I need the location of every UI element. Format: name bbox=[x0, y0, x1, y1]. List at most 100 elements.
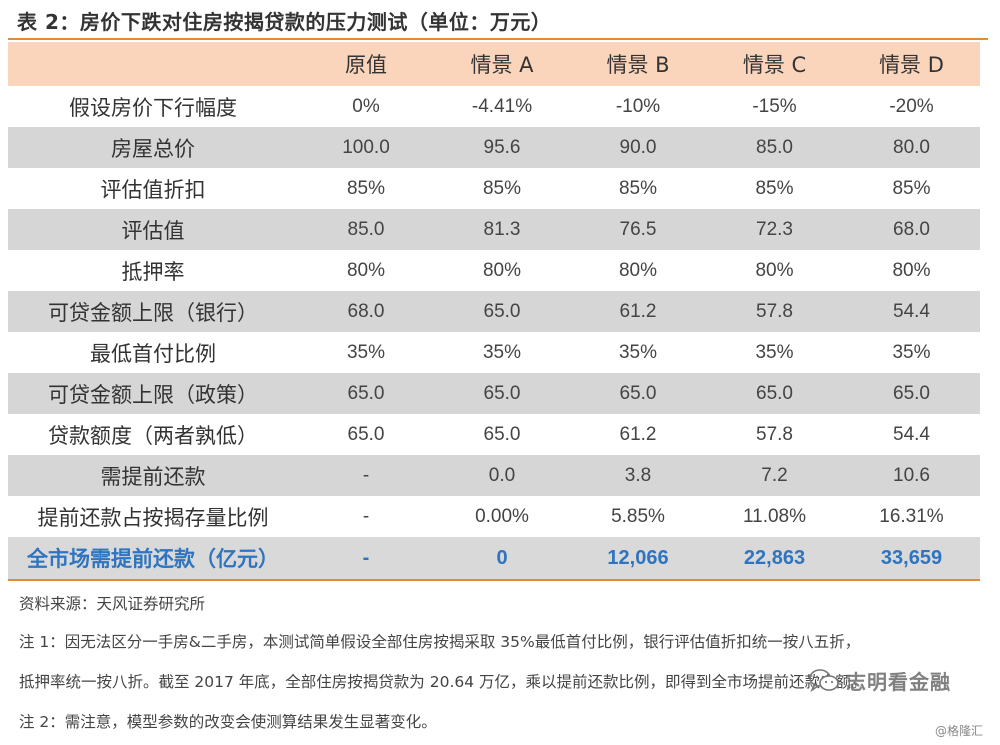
cell-value: 0.00% bbox=[475, 505, 529, 527]
cell-value: 85% bbox=[755, 177, 794, 199]
cell-value: -10% bbox=[615, 95, 661, 117]
row-label: 可贷金额上限（银行） bbox=[8, 291, 298, 332]
title-divider bbox=[8, 38, 988, 40]
cell-value: 80% bbox=[755, 259, 794, 281]
cell-value: 61.2 bbox=[619, 423, 657, 445]
table-row: 可贷金额上限（政策） 65.0 65.0 65.0 65.0 65.0 bbox=[8, 373, 980, 414]
row-label: 抵押率 bbox=[121, 259, 185, 284]
total-cell-value: - bbox=[298, 537, 434, 581]
header-cell-blank bbox=[8, 42, 298, 86]
row-label: 可贷金额上限（政策） bbox=[8, 373, 298, 414]
cell-value: 85% bbox=[892, 177, 931, 199]
cell-value: 3.8 bbox=[570, 455, 706, 496]
table-row: 评估值 85.0 81.3 76.5 72.3 68.0 bbox=[8, 209, 980, 250]
cell-value: 35% bbox=[892, 341, 931, 363]
cell-value: 100.0 bbox=[298, 127, 434, 168]
table-row: 抵押率 80% 80% 80% 80% 80% bbox=[8, 250, 980, 291]
cell-value: 11.08% bbox=[742, 505, 807, 527]
cell-value: 65.0 bbox=[347, 423, 385, 445]
cell-value: 65.0 bbox=[570, 373, 706, 414]
stress-test-table: 原值 情景 A 情景 B 情景 C 情景 D 假设房价下行幅度 0% -4.41… bbox=[8, 42, 980, 581]
cell-value: 81.3 bbox=[434, 209, 570, 250]
cell-value: 0% bbox=[352, 95, 380, 117]
cell-value: 85% bbox=[346, 177, 386, 199]
cell-value: 35% bbox=[482, 341, 522, 363]
table-row: 需提前还款 - 0.0 3.8 7.2 10.6 bbox=[8, 455, 980, 496]
cell-value: -20% bbox=[889, 95, 934, 117]
row-label: 贷款额度（两者孰低） bbox=[48, 423, 258, 448]
cell-value: 76.5 bbox=[570, 209, 706, 250]
table-title: 表 2：房价下跌对住房按揭贷款的压力测试（单位：万元） bbox=[17, 10, 552, 34]
cell-value: 65.0 bbox=[843, 373, 980, 414]
total-row-label: 全市场需提前还款（亿元） bbox=[8, 537, 298, 581]
cell-value: 65.0 bbox=[434, 291, 570, 332]
cell-value: -4.41% bbox=[471, 95, 533, 117]
cell-value: 80% bbox=[346, 259, 386, 281]
table-row: 贷款额度（两者孰低） 65.0 65.0 61.2 57.8 54.4 bbox=[8, 414, 980, 455]
cell-value: 35% bbox=[755, 341, 794, 363]
cell-value: 0.0 bbox=[434, 455, 570, 496]
table-row: 假设房价下行幅度 0% -4.41% -10% -15% -20% bbox=[8, 86, 980, 127]
table-row: 可贷金额上限（银行） 68.0 65.0 61.2 57.8 54.4 bbox=[8, 291, 980, 332]
cell-value: 85.0 bbox=[706, 127, 843, 168]
credit-text: @格隆汇 bbox=[935, 724, 984, 738]
cell-value: 80.0 bbox=[843, 127, 980, 168]
header-cell-scenario-c: 情景 C bbox=[706, 42, 843, 86]
cell-value: 54.4 bbox=[893, 423, 930, 445]
total-row: 全市场需提前还款（亿元） - 0 12,066 22,863 33,659 bbox=[8, 537, 980, 581]
row-label: 评估值 bbox=[8, 209, 298, 250]
table-row: 最低首付比例 35% 35% 35% 35% 35% bbox=[8, 332, 980, 373]
cell-value: 57.8 bbox=[756, 423, 793, 445]
cell-value: 80% bbox=[482, 259, 522, 281]
note-2: 注 2：需注意，模型参数的改变会使测算结果发生显著变化。 bbox=[19, 713, 437, 731]
row-label: 假设房价下行幅度 bbox=[69, 95, 237, 120]
cell-value: -15% bbox=[752, 95, 797, 117]
cell-value: 65.0 bbox=[434, 373, 570, 414]
cell-value: 16.31% bbox=[879, 505, 944, 527]
cell-value: 57.8 bbox=[706, 291, 843, 332]
cell-value: 10.6 bbox=[843, 455, 980, 496]
row-label: 评估值折扣 bbox=[100, 177, 206, 202]
total-cell-value: 12,066 bbox=[570, 537, 706, 581]
cell-value: 65.0 bbox=[298, 373, 434, 414]
row-label: 最低首付比例 bbox=[90, 341, 216, 366]
cell-value: 68.0 bbox=[298, 291, 434, 332]
table-row: 房屋总价 100.0 95.6 90.0 85.0 80.0 bbox=[8, 127, 980, 168]
header-cell-scenario-b: 情景 B bbox=[570, 42, 706, 86]
row-label: 房屋总价 bbox=[8, 127, 298, 168]
watermark-text: 志明看金融 bbox=[846, 670, 951, 694]
cell-value: 65.0 bbox=[483, 423, 521, 445]
row-label: 需提前还款 bbox=[8, 455, 298, 496]
cell-value: 85.0 bbox=[298, 209, 434, 250]
total-cell-value: 33,659 bbox=[843, 537, 980, 581]
cell-value: 54.4 bbox=[843, 291, 980, 332]
cell-value: 85% bbox=[482, 177, 522, 199]
cell-value: 35% bbox=[618, 341, 658, 363]
cell-value: - bbox=[298, 455, 434, 496]
cell-value: 90.0 bbox=[570, 127, 706, 168]
cell-value: - bbox=[362, 505, 370, 527]
cell-value: 80% bbox=[892, 259, 931, 281]
header-cell-original: 原值 bbox=[298, 42, 434, 86]
cell-value: 7.2 bbox=[706, 455, 843, 496]
cell-value: 5.85% bbox=[611, 505, 665, 527]
cell-value: 61.2 bbox=[570, 291, 706, 332]
cell-value: 85% bbox=[618, 177, 658, 199]
watermark: 志明看金融 bbox=[808, 666, 951, 695]
table-row: 提前还款占按揭存量比例 - 0.00% 5.85% 11.08% 16.31% bbox=[8, 496, 980, 537]
header-cell-scenario-d: 情景 D bbox=[843, 42, 980, 86]
table-row: 评估值折扣 85% 85% 85% 85% 85% bbox=[8, 168, 980, 209]
cell-value: 95.6 bbox=[434, 127, 570, 168]
cell-value: 68.0 bbox=[843, 209, 980, 250]
table-header-row: 原值 情景 A 情景 B 情景 C 情景 D bbox=[8, 42, 980, 86]
cell-value: 35% bbox=[346, 341, 386, 363]
note-1-line-1: 注 1：因无法区分一手房&二手房，本测试简单假设全部住房按揭采取 35%最低首付… bbox=[19, 633, 861, 651]
cell-value: 72.3 bbox=[706, 209, 843, 250]
total-cell-value: 22,863 bbox=[706, 537, 843, 581]
note-1-line-2: 抵押率统一按八折。截至 2017 年底，全部住房按揭贷款为 20.64 万亿，乘… bbox=[19, 673, 867, 691]
cell-value: 80% bbox=[618, 259, 658, 281]
cell-value: 65.0 bbox=[706, 373, 843, 414]
row-label: 提前还款占按揭存量比例 bbox=[37, 505, 269, 530]
total-cell-value: 0 bbox=[434, 537, 570, 581]
header-cell-scenario-a: 情景 A bbox=[434, 42, 570, 86]
